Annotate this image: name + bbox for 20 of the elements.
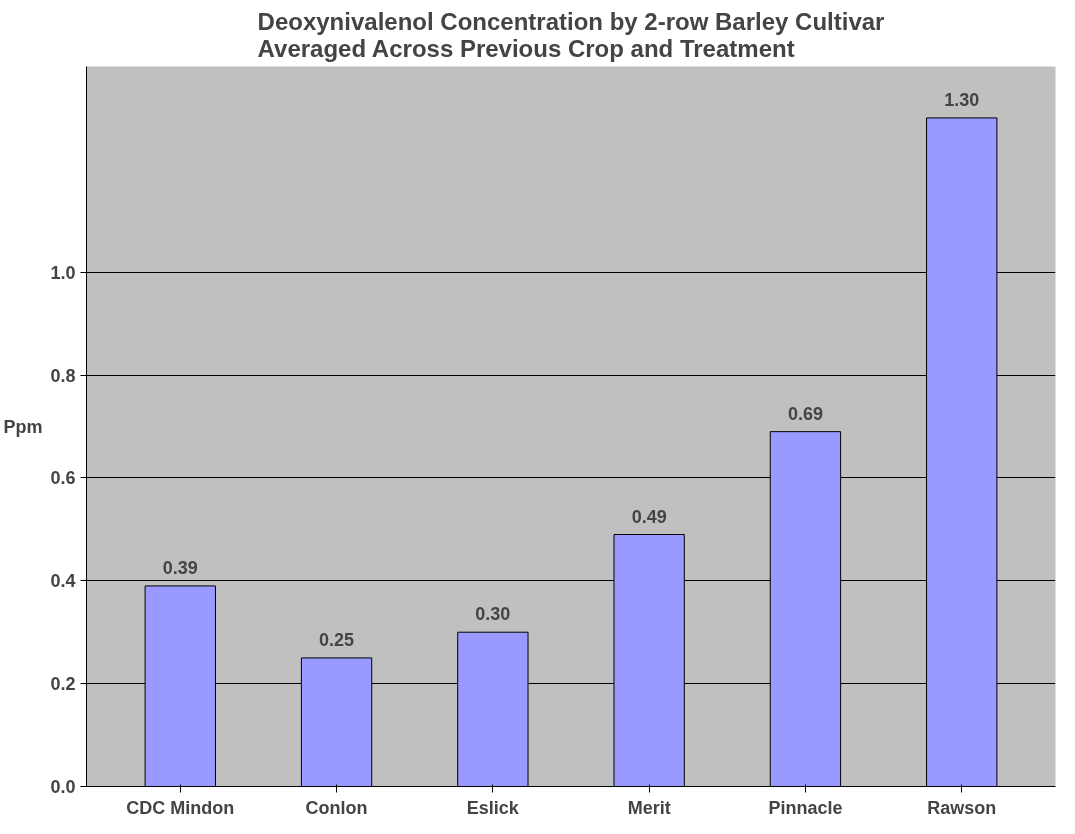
x-tick-label: Eslick [466, 797, 520, 818]
y-tick-label: 0.6 [50, 468, 76, 489]
data-label: 0.39 [162, 557, 198, 578]
x-tick-label: Pinnacle [768, 797, 843, 818]
x-tick-label: Conlon [305, 797, 368, 818]
data-label: 0.49 [631, 506, 667, 527]
x-tick-label: CDC Mindon [126, 797, 235, 818]
y-tick-label: 0.8 [50, 365, 76, 386]
x-tick-label: Merit [627, 797, 671, 818]
x-tick-label: Rawson [927, 797, 997, 818]
y-axis-title: Ppm [3, 416, 43, 437]
data-label: 1.30 [944, 89, 980, 110]
data-label: 0.69 [787, 403, 823, 424]
y-tick-label: 0.0 [50, 777, 76, 797]
y-tick-label: 0.2 [50, 674, 76, 695]
y-tick-label: 1.0 [50, 262, 76, 283]
data-label: 0.30 [475, 604, 511, 625]
data-label: 0.25 [319, 629, 355, 650]
chart-title: Deoxynivalenol Concentration by 2-row Barley Cultivar Averaged Across Previous Crop and Treatment [257, 7, 885, 62]
y-tick-label: 0.4 [50, 571, 76, 592]
